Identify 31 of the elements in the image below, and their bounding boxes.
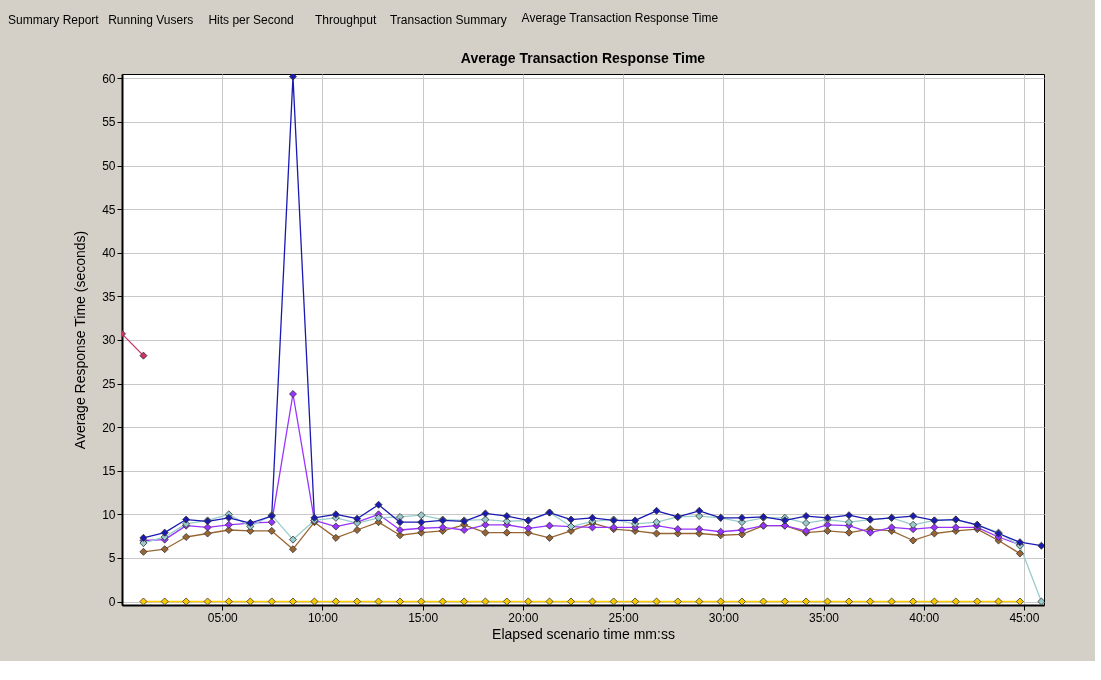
y-tick-label: 0 — [108, 595, 116, 610]
x-tick-label: 10:00 — [307, 610, 339, 625]
text: Running Vusers — [108, 13, 194, 27]
x-tick-label: 40:00 — [909, 610, 940, 625]
x-tick-label: 45:00 — [1009, 610, 1040, 625]
text: Throughput — [314, 13, 377, 27]
y-tick-label: 35 — [102, 289, 116, 304]
text: Average Transaction Response Time — [521, 11, 719, 25]
y-tick-label: 30 — [102, 333, 116, 348]
y-tick-label: 40 — [102, 246, 116, 261]
text: Summary Report — [8, 13, 100, 27]
text: Hits per Second — [208, 13, 294, 27]
y-tick-label: 50 — [102, 159, 116, 174]
y-tick-label: 15 — [102, 464, 116, 479]
x-tick-label: 35:00 — [809, 610, 840, 625]
y-tick-label: 60 — [102, 71, 116, 86]
x-tick-label: 30:00 — [708, 610, 740, 625]
y-tick-label: 5 — [108, 551, 116, 566]
y-tick-label: 25 — [102, 377, 116, 392]
y-tick-label: 10 — [102, 507, 116, 522]
x-axis-title: Elapsed scenario time mm:ss — [492, 625, 675, 642]
x-tick-label: 20:00 — [508, 610, 539, 625]
x-tick-label: 15:00 — [408, 610, 439, 625]
y-axis-title: Average Response Time (seconds) — [72, 230, 89, 450]
x-tick-label: 05:00 — [207, 610, 239, 625]
text: Transaction Summary — [389, 13, 507, 27]
x-tick-label: 25:00 — [608, 610, 639, 625]
y-tick-label: 45 — [102, 202, 116, 217]
y-tick-label: 20 — [102, 420, 116, 435]
y-tick-label: 55 — [102, 115, 116, 130]
chart-title: Average Transaction Response Time — [460, 50, 706, 66]
